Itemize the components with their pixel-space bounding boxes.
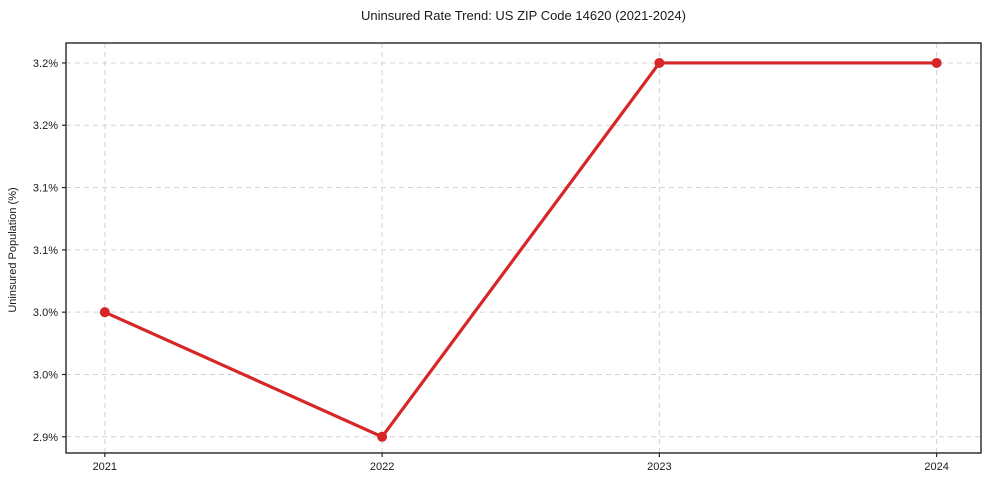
x-tick-label: 2023: [647, 461, 671, 473]
plot-frame: [65, 42, 982, 454]
data-point-marker: [654, 57, 665, 68]
x-tick-label: 2022: [370, 461, 394, 473]
y-tick-label: 3.0%: [33, 369, 58, 381]
data-point-marker: [99, 307, 110, 318]
x-tick-label: 2021: [93, 461, 117, 473]
data-point-marker: [931, 57, 942, 68]
x-tick-label: 2024: [924, 461, 948, 473]
chart-title: Uninsured Rate Trend: US ZIP Code 14620 …: [361, 8, 686, 23]
y-tick-label: 3.2%: [33, 58, 58, 70]
data-point-marker: [377, 431, 388, 442]
trend-line: [103, 61, 939, 439]
y-axis-label: Uninsured Population (%): [7, 187, 19, 313]
y-tick-label: 3.1%: [33, 183, 58, 195]
y-tick-label: 3.0%: [33, 307, 58, 319]
y-tick-label: 3.2%: [33, 120, 58, 132]
y-tick-label: 2.9%: [33, 432, 58, 444]
y-tick-label: 3.1%: [33, 245, 58, 257]
